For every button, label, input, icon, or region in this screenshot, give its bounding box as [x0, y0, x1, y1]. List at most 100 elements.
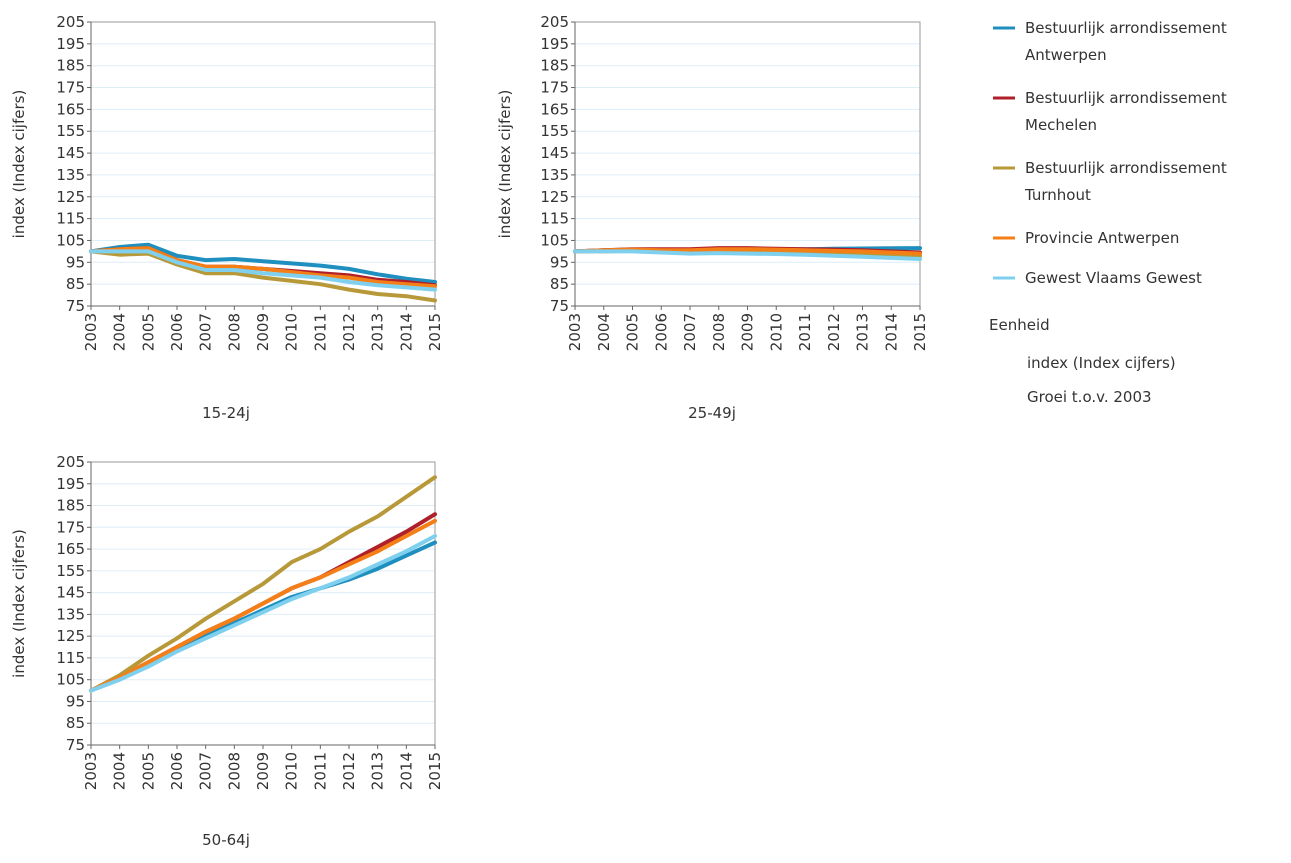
series-line-5 — [89, 249, 437, 292]
y-tick-label: 85 — [66, 275, 85, 293]
x-tick-label: 2006 — [168, 313, 186, 351]
y-tick-label: 105 — [540, 231, 569, 249]
y-tick-label: 145 — [540, 144, 569, 162]
x-tick-label: 2004 — [595, 313, 613, 351]
x-tick-label: 2007 — [197, 313, 215, 351]
y-tick-label: 135 — [56, 166, 85, 184]
y-tick-label: 155 — [56, 122, 85, 140]
x-tick-label: 2008 — [225, 313, 243, 351]
x-tick-label: 2013 — [369, 313, 387, 351]
y-tick-label: 135 — [56, 605, 85, 623]
legend-label: Bestuurlijk arrondissement — [1025, 89, 1227, 107]
y-tick-label: 185 — [56, 57, 85, 75]
y-tick-label: 175 — [540, 79, 569, 97]
legend-label: Bestuurlijk arrondissement — [1025, 19, 1227, 37]
legend: Bestuurlijk arrondissement Antwerpen Bestu… — [989, 19, 1227, 406]
x-tick-label: 2014 — [882, 313, 900, 351]
panel-title: 15-24j — [202, 404, 250, 422]
y-tick-label: 95 — [66, 692, 85, 710]
y-tick-label: 165 — [56, 100, 85, 118]
panel-title: 25-49j — [688, 404, 736, 422]
x-tick-label: 2006 — [168, 752, 186, 790]
x-tick-label: 2014 — [397, 313, 415, 351]
y-tick-label: 85 — [550, 275, 569, 293]
y-tick-label: 165 — [56, 540, 85, 558]
x-tick-label: 2005 — [139, 752, 157, 790]
y-tick-label: 175 — [56, 518, 85, 536]
y-tick-label: 155 — [540, 122, 569, 140]
series-line-1 — [89, 242, 437, 284]
legend-unit-item: Groei t.o.v. 2003 — [1027, 388, 1152, 406]
x-tick-label: 2015 — [426, 752, 444, 790]
series-line-5 — [89, 534, 437, 693]
legend-label: Provincie Antwerpen — [1025, 229, 1179, 247]
x-tick-label: 2015 — [426, 313, 444, 351]
y-tick-label: 135 — [540, 166, 569, 184]
x-tick-label: 2012 — [340, 752, 358, 790]
y-axis-label: index (Index cijfers) — [10, 90, 28, 239]
x-tick-label: 2003 — [566, 313, 584, 351]
x-tick-label: 2013 — [369, 752, 387, 790]
x-tick-label: 2003 — [82, 313, 100, 351]
y-tick-label: 75 — [550, 297, 569, 315]
x-tick-label: 2004 — [111, 752, 129, 790]
legend-label: Gewest Vlaams Gewest — [1025, 269, 1202, 287]
y-tick-label: 145 — [56, 584, 85, 602]
chart-panel-3: 75 85 95 105 115 125 135 145 155 165 175 185 195 205 2… — [10, 453, 444, 849]
chart-panel-1: 75 85 95 105 115 125 135 145 155 165 175 185 195 205 2… — [10, 13, 444, 422]
legend-label: Antwerpen — [1025, 46, 1107, 64]
y-tick-label: 195 — [540, 35, 569, 53]
x-tick-label: 2005 — [139, 313, 157, 351]
x-tick-label: 2005 — [624, 313, 642, 351]
x-tick-label: 2010 — [767, 313, 785, 351]
y-tick-label: 155 — [56, 562, 85, 580]
y-axis-label: index (Index cijfers) — [496, 90, 514, 239]
x-tick-label: 2015 — [911, 313, 929, 351]
series-line-5 — [573, 249, 922, 261]
y-axis-label: index (Index cijfers) — [10, 529, 28, 678]
x-tick-label: 2010 — [283, 313, 301, 351]
x-tick-label: 2014 — [397, 752, 415, 790]
panel-title: 50-64j — [202, 831, 250, 849]
x-tick-label: 2012 — [340, 313, 358, 351]
y-tick-label: 185 — [56, 497, 85, 515]
x-tick-label: 2013 — [854, 313, 872, 351]
x-tick-label: 2006 — [652, 313, 670, 351]
legend-unit-item: index (Index cijfers) — [1027, 354, 1176, 372]
series-line-4 — [89, 518, 437, 693]
y-tick-label: 195 — [56, 35, 85, 53]
x-tick-label: 2009 — [254, 752, 272, 790]
y-tick-label: 95 — [550, 253, 569, 271]
x-tick-label: 2010 — [283, 752, 301, 790]
y-tick-label: 115 — [56, 210, 85, 228]
y-tick-label: 85 — [66, 714, 85, 732]
x-tick-label: 2009 — [739, 313, 757, 351]
y-tick-label: 185 — [540, 57, 569, 75]
y-tick-label: 125 — [540, 188, 569, 206]
y-tick-label: 115 — [540, 210, 569, 228]
y-tick-label: 75 — [66, 297, 85, 315]
y-tick-label: 175 — [56, 79, 85, 97]
x-tick-label: 2003 — [82, 752, 100, 790]
x-tick-label: 2011 — [311, 752, 329, 790]
legend-label: Mechelen — [1025, 116, 1097, 134]
y-tick-label: 125 — [56, 188, 85, 206]
legend-label: Turnhout — [1024, 186, 1091, 204]
x-tick-label: 2011 — [311, 313, 329, 351]
y-tick-label: 205 — [56, 453, 85, 471]
legend-label: Bestuurlijk arrondissement — [1025, 159, 1227, 177]
x-tick-label: 2004 — [111, 313, 129, 351]
x-tick-label: 2008 — [710, 313, 728, 351]
x-tick-label: 2012 — [825, 313, 843, 351]
y-tick-label: 125 — [56, 627, 85, 645]
y-tick-label: 95 — [66, 253, 85, 271]
y-tick-label: 115 — [56, 649, 85, 667]
y-tick-label: 205 — [540, 13, 569, 31]
y-tick-label: 105 — [56, 671, 85, 689]
series-line-3 — [89, 475, 437, 693]
legend-unit-title: Eenheid — [989, 316, 1050, 334]
x-tick-label: 2008 — [225, 752, 243, 790]
x-tick-label: 2011 — [796, 313, 814, 351]
x-tick-label: 2007 — [197, 752, 215, 790]
